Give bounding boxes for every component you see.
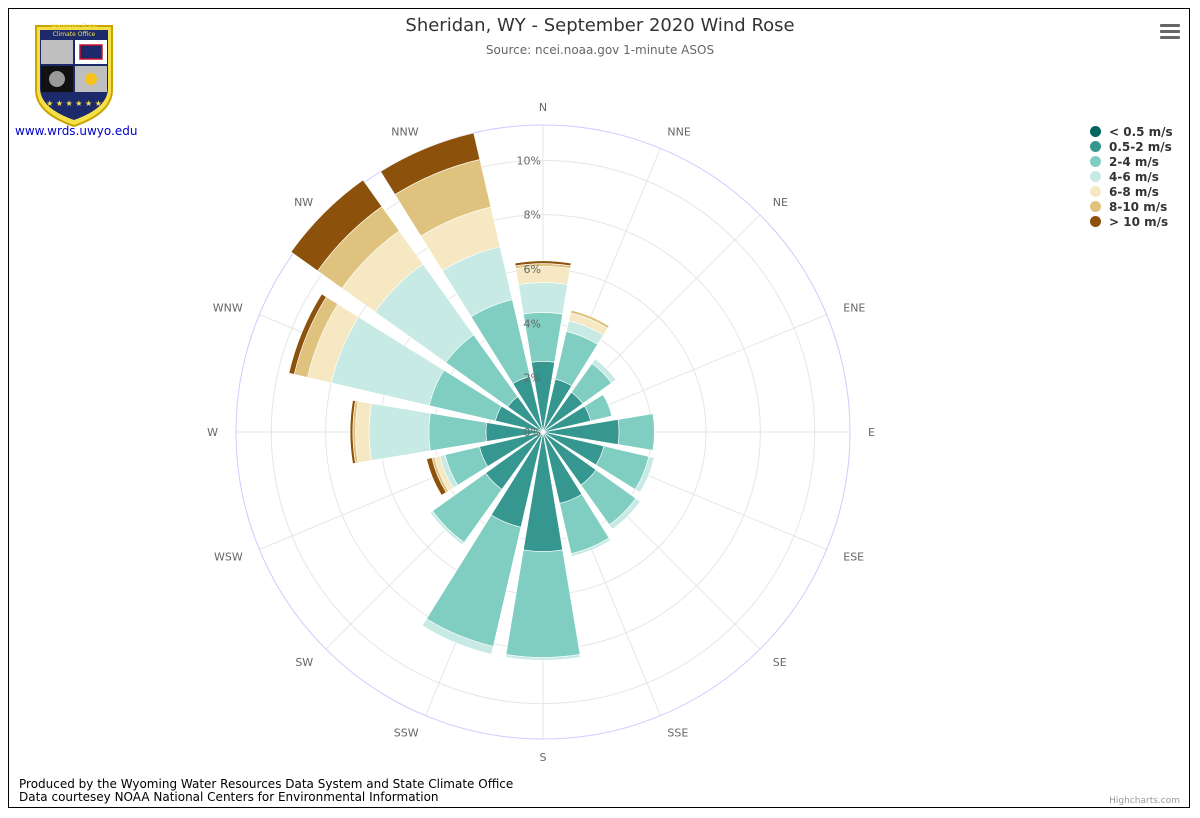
legend-item[interactable]: > 10 m/s: [1088, 214, 1173, 229]
radial-tick-label: 0%: [524, 426, 541, 439]
radial-tick-label: 6%: [524, 263, 541, 276]
legend-item[interactable]: 6-8 m/s: [1088, 184, 1173, 199]
chart-frame: [8, 8, 1190, 808]
climate-office-logo: Wyoming State Climate Office ★ ★ ★ ★ ★ ★: [35, 23, 113, 128]
bar-W-3[interactable]: [368, 403, 431, 461]
footer-line2: Data courtesey NOAA National Centers for…: [19, 790, 439, 804]
bar-S-2[interactable]: [505, 549, 581, 658]
direction-label-SE: SE: [773, 656, 787, 669]
bar-ENE-2[interactable]: [584, 394, 613, 422]
legend-color-dot: [1090, 186, 1101, 197]
legend-color-dot: [1090, 156, 1101, 167]
direction-label-W: W: [207, 426, 218, 439]
bar-NNW-6[interactable]: [380, 132, 481, 195]
radial-tick-label: 8%: [524, 209, 541, 222]
legend-color-dot: [1090, 216, 1101, 227]
legend-item[interactable]: 4-6 m/s: [1088, 169, 1173, 184]
chart-title: Sheridan, WY - September 2020 Wind Rose: [405, 15, 795, 36]
radial-tick-label: 2%: [524, 372, 541, 385]
bar-N-6[interactable]: [514, 260, 572, 267]
chart-legend: < 0.5 m/s 0.5-2 m/s 2-4 m/s 4-6 m/s 6-8 m/s 8…: [1088, 124, 1173, 229]
bar-NNE-5[interactable]: [570, 309, 610, 329]
legend-item[interactable]: < 0.5 m/s: [1088, 124, 1173, 139]
direction-label-WNW: WNW: [213, 302, 243, 315]
direction-label-S: S: [540, 751, 547, 764]
legend-label: 0.5-2 m/s: [1109, 139, 1172, 154]
logo-link[interactable]: www.wrds.uwyo.edu: [15, 124, 138, 138]
direction-label-NNW: NNW: [391, 126, 418, 139]
direction-label-ESE: ESE: [843, 550, 864, 563]
bar-NW-6[interactable]: [290, 179, 383, 272]
bar-SSW-3[interactable]: [421, 618, 494, 655]
bar-NE-3[interactable]: [591, 358, 617, 384]
bar-SSE-3[interactable]: [570, 537, 611, 557]
direction-label-WSW: WSW: [214, 550, 243, 563]
svg-text:★ ★ ★ ★ ★ ★: ★ ★ ★ ★ ★ ★: [46, 99, 102, 108]
bar-SW-3[interactable]: [429, 510, 465, 546]
legend-color-dot: [1090, 141, 1101, 152]
bar-ESE-3[interactable]: [634, 456, 655, 493]
bar-S-3[interactable]: [505, 654, 581, 661]
legend-label: > 10 m/s: [1109, 214, 1169, 229]
legend-label: 4-6 m/s: [1109, 169, 1159, 184]
footer-text: Produced by the Wyoming Water Resources …: [19, 778, 513, 804]
direction-label-ENE: ENE: [843, 302, 865, 315]
logo-line1: Wyoming State: [51, 23, 97, 30]
bar-N-3[interactable]: [518, 282, 568, 315]
direction-label-NE: NE: [773, 196, 788, 209]
direction-label-E: E: [868, 426, 875, 439]
bar-E-2[interactable]: [617, 413, 655, 451]
outer-ring: [235, 124, 851, 740]
legend-color-dot: [1090, 171, 1101, 182]
hamburger-menu-icon[interactable]: [1158, 22, 1182, 42]
radial-tick-label: 10%: [517, 154, 541, 167]
direction-label-NW: NW: [294, 196, 313, 209]
legend-item[interactable]: 0.5-2 m/s: [1088, 139, 1173, 154]
bar-W-4[interactable]: [355, 400, 372, 464]
direction-label-NNE: NNE: [667, 126, 690, 139]
polar-labels: 0% 2% 4% 6% 8% 10% N NNE NE ENE E ESE SE SSE S SSW SW WSW…: [207, 101, 875, 764]
radial-tick-label: 4%: [524, 317, 541, 330]
legend-label: 8-10 m/s: [1109, 199, 1168, 214]
direction-label-SW: SW: [295, 656, 313, 669]
direction-label-N: N: [539, 101, 547, 114]
bar-W-6[interactable]: [349, 399, 356, 465]
legend-label: 6-8 m/s: [1109, 184, 1159, 199]
legend-label: < 0.5 m/s: [1109, 124, 1173, 139]
bar-WNW-6[interactable]: [288, 293, 327, 375]
legend-item[interactable]: 8-10 m/s: [1088, 199, 1173, 214]
bar-WSW-6[interactable]: [426, 457, 447, 496]
direction-label-SSW: SSW: [394, 726, 419, 739]
direction-label-SSE: SSE: [667, 726, 688, 739]
footer-line1: Produced by the Wyoming Water Resources …: [19, 777, 514, 791]
bar-W-2[interactable]: [428, 412, 488, 452]
legend-color-dot: [1090, 126, 1101, 137]
bar-SE-3[interactable]: [608, 497, 641, 530]
legend-label: 2-4 m/s: [1109, 154, 1159, 169]
wind-rose-bars: [288, 132, 655, 661]
logo-line2: Climate Office: [53, 31, 96, 38]
chart-subtitle: Source: ncei.noaa.gov 1-minute ASOS: [485, 43, 715, 57]
highcharts-credit[interactable]: Highcharts.com: [1109, 796, 1180, 806]
legend-color-dot: [1090, 201, 1101, 212]
legend-item[interactable]: 2-4 m/s: [1088, 154, 1173, 169]
